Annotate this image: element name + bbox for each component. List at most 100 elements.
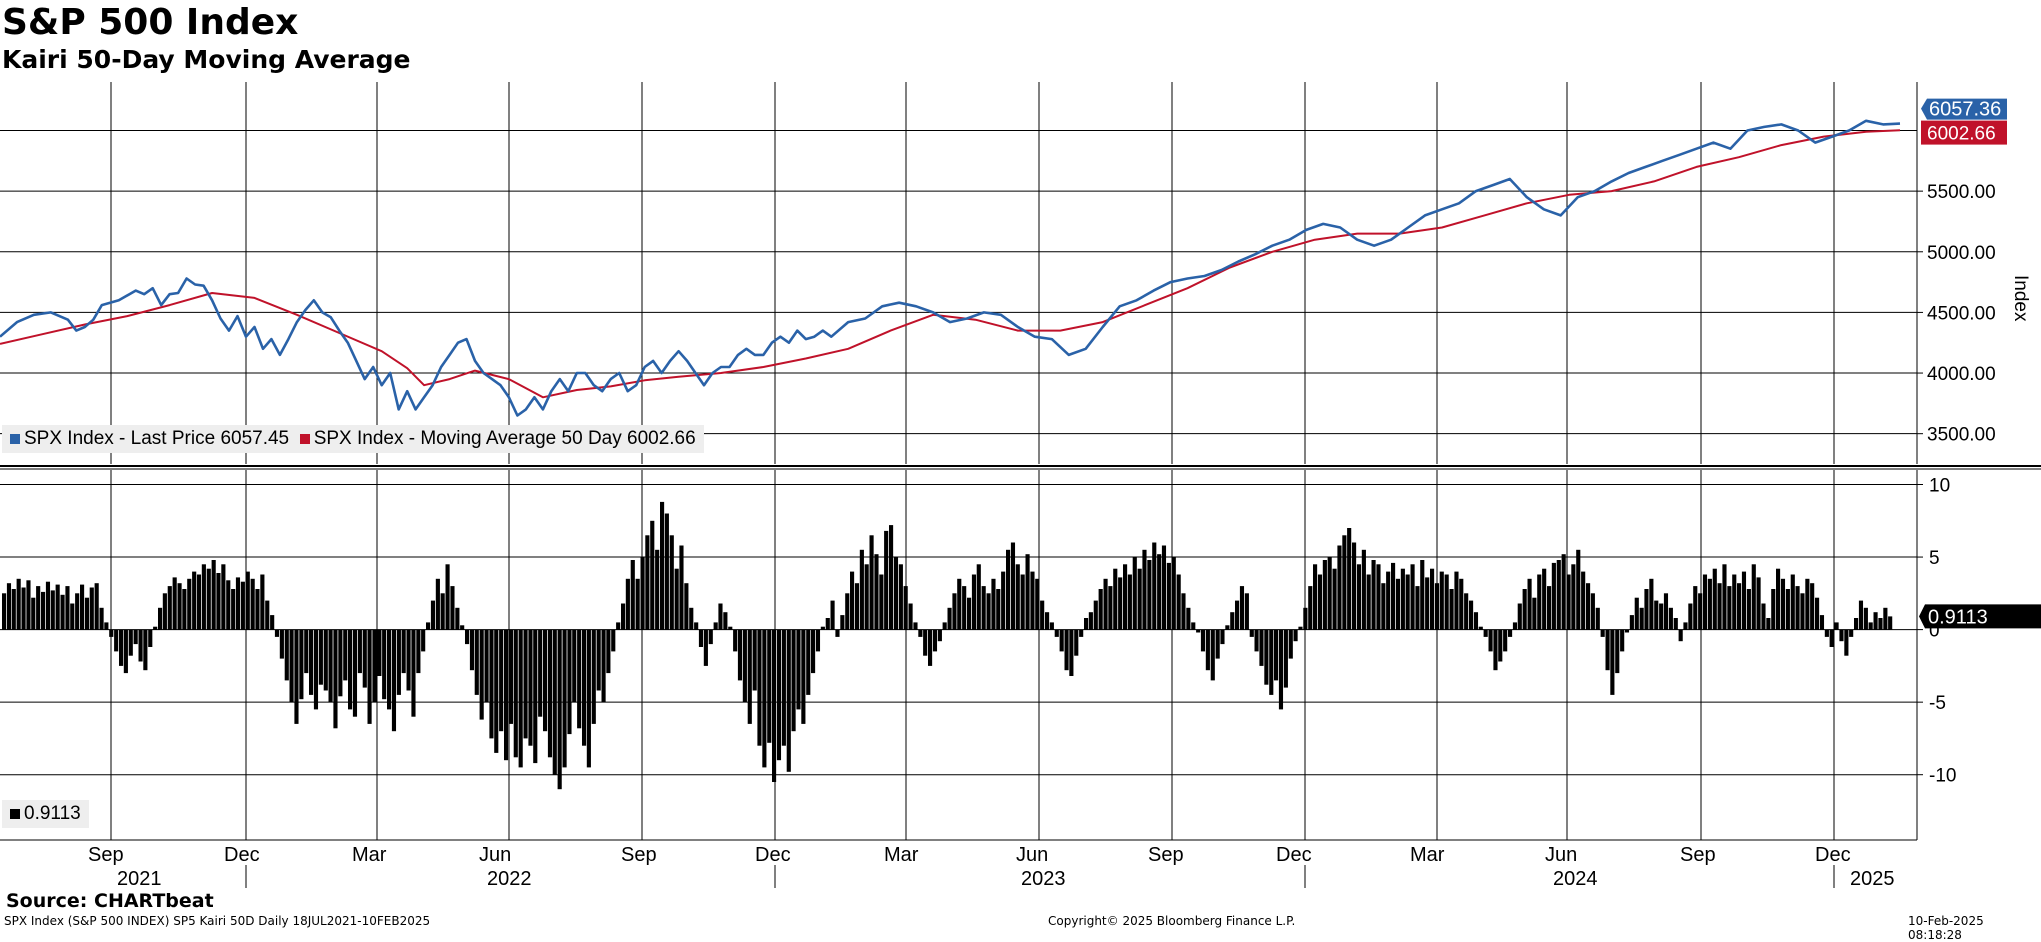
kairi-bar xyxy=(1269,629,1274,695)
kairi-legend-swatch xyxy=(10,809,20,819)
kairi-bar xyxy=(216,573,221,630)
kairi-bar xyxy=(1688,603,1693,630)
x-year-label: 2025 xyxy=(1850,868,1895,890)
kairi-bar xyxy=(1322,560,1327,630)
kairi-bar xyxy=(1317,574,1323,630)
kairi-bar xyxy=(1771,589,1776,630)
kairi-bar xyxy=(538,629,543,717)
kairi-bar xyxy=(1098,589,1103,630)
kairi-bar xyxy=(811,629,816,674)
kairi-bar xyxy=(1196,629,1201,633)
kairi-bar xyxy=(1634,597,1639,630)
kairi-bar xyxy=(1795,586,1800,630)
kairi-bar xyxy=(1030,571,1035,630)
price-last-value: 6057.36 xyxy=(1929,99,2001,121)
kairi-bar xyxy=(1854,618,1859,630)
kairi-bar xyxy=(879,574,884,630)
kairi-bar xyxy=(1493,629,1498,671)
kairi-bar xyxy=(547,629,553,758)
kairi-bar xyxy=(1849,629,1854,637)
kairi-bar xyxy=(1439,571,1444,630)
kairi-bar xyxy=(484,629,489,703)
kairi-bar xyxy=(752,629,757,691)
x-year-label: 2022 xyxy=(487,868,532,890)
kairi-bar xyxy=(1454,571,1459,630)
kairi-bar xyxy=(1878,618,1883,630)
lower-y-tick-label: 5 xyxy=(1929,548,1940,569)
kairi-bar xyxy=(815,629,821,652)
kairi-bar xyxy=(1839,629,1844,642)
kairi-bar xyxy=(158,607,163,630)
kairi-bar xyxy=(362,629,367,688)
kairi-bar xyxy=(830,600,835,630)
kairi-bar xyxy=(1054,629,1059,637)
kairi-bar xyxy=(776,629,782,761)
kairi-bar xyxy=(1678,629,1683,642)
kairi-bar xyxy=(504,629,509,761)
kairi-bar xyxy=(1293,629,1298,642)
x-month-label: Jun xyxy=(479,844,511,866)
kairi-bar xyxy=(621,603,626,630)
kairi-bar xyxy=(172,577,177,630)
kairi-bar xyxy=(1800,593,1805,630)
kairi-bar xyxy=(1020,574,1025,630)
kairi-bar xyxy=(991,578,996,630)
kairi-bar xyxy=(513,629,518,758)
kairi-bar xyxy=(640,557,645,630)
kairi-bar xyxy=(60,594,65,630)
kairi-bar xyxy=(791,629,796,732)
kairi-bar xyxy=(786,629,791,772)
legend-kairi-value: 0.9113 xyxy=(24,803,81,824)
kairi-bar xyxy=(1517,603,1522,630)
kairi-bar xyxy=(1015,564,1020,630)
kairi-bar xyxy=(747,629,752,724)
kairi-bar xyxy=(1790,574,1795,630)
kairi-bar xyxy=(1449,589,1454,630)
kairi-bar xyxy=(733,629,738,652)
kairi-bar xyxy=(801,629,806,724)
kairi-bar xyxy=(1732,574,1737,630)
kairi-bar xyxy=(440,593,445,630)
kairi-bar xyxy=(499,629,504,732)
kairi-bar xyxy=(781,629,786,746)
kairi-bar xyxy=(981,586,986,630)
kairi-bar xyxy=(1600,629,1605,637)
kairi-bar xyxy=(1863,607,1868,630)
kairi-bar xyxy=(289,629,294,703)
kairi-bar xyxy=(489,629,494,739)
kairi-bar xyxy=(1829,629,1834,647)
kairi-bar xyxy=(1815,597,1820,630)
kairi-bar xyxy=(884,530,889,630)
kairi-bar xyxy=(1366,574,1371,630)
kairi-bar xyxy=(1171,557,1176,630)
kairi-bar xyxy=(1166,562,1171,630)
kairi-bar xyxy=(1756,577,1761,630)
kairi-bar xyxy=(240,581,245,630)
kairi-bar xyxy=(1571,564,1576,630)
x-year-label: 2023 xyxy=(1021,868,1066,890)
kairi-bar xyxy=(143,629,148,671)
kairi-bar xyxy=(1654,600,1659,630)
kairi-bar xyxy=(80,584,85,630)
kairi-bar xyxy=(1702,574,1708,630)
kairi-bar xyxy=(1693,586,1698,630)
kairi-bar xyxy=(1079,629,1084,637)
chart-title: S&P 500 Index xyxy=(2,2,299,43)
kairi-bar xyxy=(957,578,962,630)
kairi-bar xyxy=(104,622,109,630)
kairi-bar xyxy=(70,603,75,630)
kairi-bar xyxy=(645,535,650,630)
kairi-bar xyxy=(65,586,70,630)
kairi-bar xyxy=(109,629,114,637)
kairi-bar xyxy=(986,593,991,630)
kairi-bar xyxy=(1873,612,1878,630)
kairi-bar xyxy=(31,597,36,630)
kairi-bar xyxy=(596,629,601,691)
kairi-bar xyxy=(1347,528,1352,630)
kairi-bar xyxy=(304,629,309,674)
kairi-bar xyxy=(1717,583,1722,630)
kairi-bar xyxy=(1537,574,1542,630)
kairi-bar xyxy=(1556,560,1561,630)
kairi-bar xyxy=(825,618,830,630)
